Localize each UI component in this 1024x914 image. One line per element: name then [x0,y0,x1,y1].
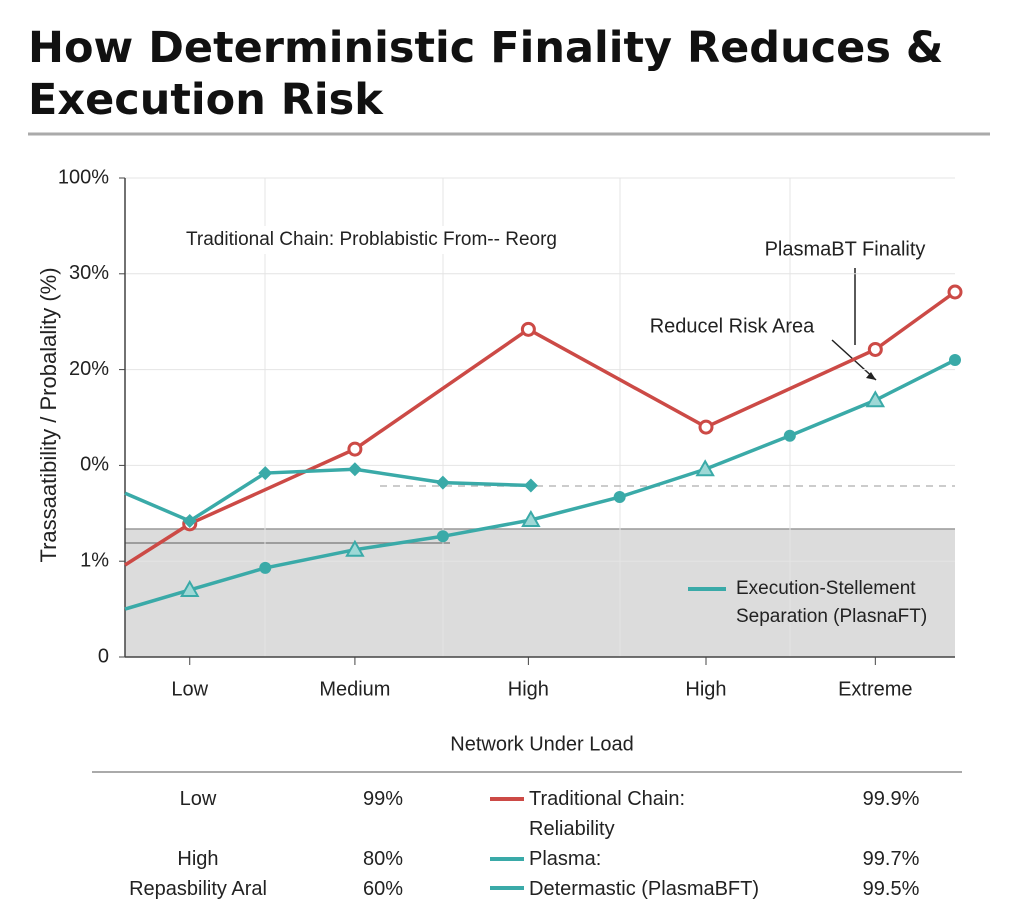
x-tick-label: Extreme [838,678,912,700]
point [520,321,536,337]
point [947,284,963,300]
table-cell: Low [179,788,217,810]
x-tick-label: Medium [319,678,390,700]
annotation: PlasmaBT Finality [765,238,926,260]
y-tick-label: 30% [69,262,109,284]
y-axis-label: Trassaatibility / Probalality (%) [36,267,61,562]
series-line [124,467,531,523]
x-tick-label: High [508,678,549,700]
y-tick-label: 0 [98,645,109,667]
annotation: Reducel Risk Area [650,315,815,337]
legend-entry: Execution-Stellement Separation (PlasnaF… [736,578,928,627]
table-cell: Plasma: [529,848,602,870]
point [345,539,365,557]
arrow-head [866,372,876,380]
series-line [124,290,957,567]
y-tick-label: 0% [80,454,109,476]
minor-grid [264,178,791,657]
point [347,441,363,457]
point [521,509,541,528]
point [347,462,362,477]
table-cell: 99.9% [862,788,920,810]
legend-entry: Traditional Chain: Problabistic From-- R… [136,226,606,254]
table-cell: Determastic (PlasmaBFT) [529,878,760,900]
table-cell: 99% [362,788,404,810]
point [523,478,538,493]
point [182,513,197,528]
point [698,419,714,435]
table-cell: Traditional Chain: Reliability [529,788,686,840]
point [435,475,450,490]
x-tick-label: High [685,678,726,700]
point [258,466,273,481]
point [867,341,883,357]
point [259,561,272,574]
point [865,390,886,408]
risk-area [125,529,955,657]
y-tick-label: 100% [58,166,109,188]
y-tick-label: 1% [80,549,109,571]
point [695,459,715,477]
table-cell: 99.7% [862,848,920,870]
point [949,354,961,367]
table-cell: High [177,848,219,870]
x-axis-label: Network Under Load [450,733,633,755]
table-cell: 80% [362,848,404,870]
table-cell: Repasbility Aral [129,878,267,900]
y-tick-label: 20% [69,358,109,380]
point [180,579,200,597]
point [436,530,449,543]
x-tick-label: Low [171,678,208,700]
title: How Deterministic Finality Reduces & Exe… [28,23,944,125]
table-cell: 60% [362,878,404,900]
table-cell: 99.5% [862,878,920,900]
point [783,429,796,442]
point [613,491,626,504]
